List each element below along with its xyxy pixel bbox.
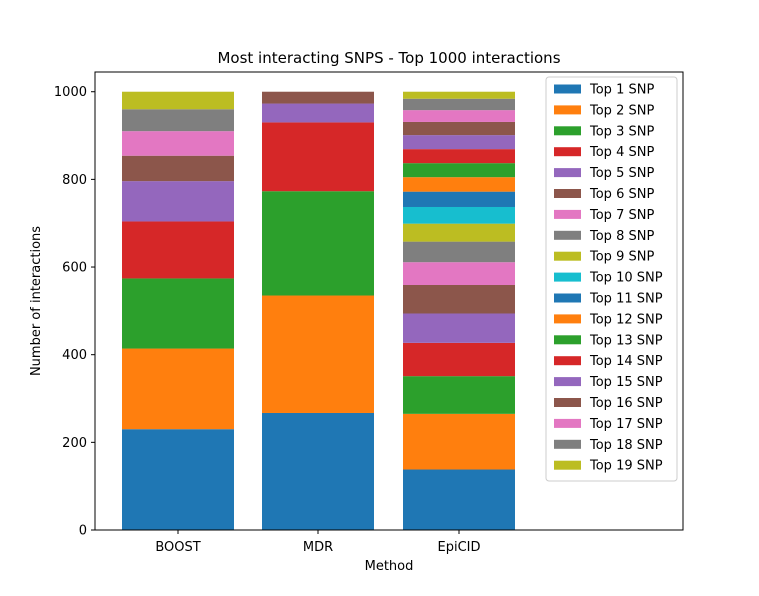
bar-segment-boost-top-8-snp xyxy=(122,109,234,132)
legend-swatch-top-10-snp xyxy=(554,272,581,282)
bar-segment-epicid-top-16-snp xyxy=(403,121,515,136)
legend-label-top-9-snp: Top 9 SNP xyxy=(589,250,654,265)
legend-label-top-7-snp: Top 7 SNP xyxy=(589,208,654,223)
bar-segment-epicid-top-12-snp xyxy=(403,177,515,192)
y-tick-label: 600 xyxy=(62,261,87,276)
bar-segment-mdr-top-4-snp xyxy=(262,122,374,192)
legend-label-top-1-snp: Top 1 SNP xyxy=(589,83,654,98)
legend-label-top-19-snp: Top 19 SNP xyxy=(589,459,663,474)
legend-swatch-top-9-snp xyxy=(554,251,581,261)
y-axis: 0 200 400 600 800 1000 xyxy=(54,85,95,539)
legend-label-top-4-snp: Top 4 SNP xyxy=(589,145,654,160)
legend-swatch-top-3-snp xyxy=(554,126,581,136)
bar-segment-epicid-top-14-snp xyxy=(403,149,515,164)
legend-swatch-top-16-snp xyxy=(554,398,581,407)
bar-stack-group xyxy=(122,91,515,530)
legend-swatch-top-14-snp xyxy=(554,356,581,366)
y-tick-label: 0 xyxy=(79,524,87,539)
legend-label-top-11-snp: Top 11 SNP xyxy=(589,292,663,307)
legend-label-top-12-snp: Top 12 SNP xyxy=(589,312,663,327)
legend-label-top-14-snp: Top 14 SNP xyxy=(589,354,663,369)
x-axis-label: Method xyxy=(365,559,414,574)
bar-segment-epicid-top-8-snp xyxy=(403,241,515,263)
legend-swatch-top-5-snp xyxy=(554,168,581,178)
bar-segment-mdr-top-2-snp xyxy=(262,295,374,413)
legend-swatch-top-6-snp xyxy=(554,189,581,198)
legend-label-top-13-snp: Top 13 SNP xyxy=(589,333,663,348)
bar-segment-epicid-top-15-snp xyxy=(403,135,515,150)
legend-swatch-top-11-snp xyxy=(554,293,581,303)
bar-segment-boost-top-6-snp xyxy=(122,155,234,182)
bar-segment-epicid-top-18-snp xyxy=(403,98,515,111)
y-tick-label: 1000 xyxy=(54,85,87,100)
y-axis-label: Number of interactions xyxy=(29,226,44,376)
legend-label-top-15-snp: Top 15 SNP xyxy=(589,375,663,390)
bar-segment-boost-top-9-snp xyxy=(122,91,234,110)
bar-segment-epicid-top-11-snp xyxy=(403,191,515,207)
legend-swatch-top-8-snp xyxy=(554,230,581,240)
legend-label-top-16-snp: Top 16 SNP xyxy=(589,396,663,411)
bar-segment-epicid-top-9-snp xyxy=(403,223,515,242)
y-tick-label: 800 xyxy=(62,173,87,188)
legend-swatch-top-15-snp xyxy=(554,377,581,387)
legend: Top 1 SNP Top 2 SNP Top 3 SNP Top 4 SNP Top … xyxy=(545,76,678,482)
legend-label-top-2-snp: Top 2 SNP xyxy=(589,103,654,118)
bar-segment-epicid-top-19-snp xyxy=(403,91,515,99)
bar-segment-boost-top-3-snp xyxy=(122,278,234,349)
plot-area-frame xyxy=(94,71,684,531)
bar-segment-mdr-top-5-snp xyxy=(262,103,374,123)
bar-segment-epicid-top-6-snp xyxy=(403,285,515,314)
legend-label-top-6-snp: Top 6 SNP xyxy=(589,187,654,202)
legend-swatch-top-18-snp xyxy=(554,439,581,449)
legend-label-top-5-snp: Top 5 SNP xyxy=(589,166,654,181)
bar-segment-epicid-top-4-snp xyxy=(403,342,515,377)
x-tick-label-epicid: EpiCID xyxy=(438,540,481,555)
legend-swatch-top-1-snp xyxy=(554,84,581,94)
bar-segment-mdr-top-3-snp xyxy=(262,191,374,296)
bar-segment-boost-top-1-snp xyxy=(122,429,234,530)
legend-label-top-18-snp: Top 18 SNP xyxy=(589,438,663,453)
legend-label-top-3-snp: Top 3 SNP xyxy=(589,124,654,139)
bar-segment-epicid-top-3-snp xyxy=(403,376,515,414)
legend-label-top-10-snp: Top 10 SNP xyxy=(589,271,663,286)
legend-swatch-top-17-snp xyxy=(554,418,581,428)
bar-segment-epicid-top-5-snp xyxy=(403,313,515,343)
bar-segment-mdr-top-1-snp xyxy=(262,412,374,530)
x-axis: BOOST MDR EpiCID xyxy=(155,530,481,555)
legend-label-top-8-snp: Top 8 SNP xyxy=(589,229,654,244)
bar-segment-epicid-top-2-snp xyxy=(403,413,515,470)
bar-segment-epicid-top-7-snp xyxy=(403,262,515,286)
bar-segment-boost-top-4-snp xyxy=(122,221,234,279)
chart-title: Most interacting SNPS - Top 1000 interac… xyxy=(217,49,560,67)
legend-label-top-17-snp: Top 17 SNP xyxy=(589,417,663,432)
bar-segment-epicid-top-13-snp xyxy=(403,163,515,178)
legend-swatch-top-13-snp xyxy=(554,335,581,345)
x-tick-label-mdr: MDR xyxy=(303,540,333,555)
legend-swatch-top-12-snp xyxy=(554,314,581,324)
y-tick-label: 400 xyxy=(62,348,87,363)
y-tick-label: 200 xyxy=(62,436,87,451)
bar-segment-boost-top-5-snp xyxy=(122,181,234,222)
legend-swatch-top-2-snp xyxy=(554,105,581,115)
bar-segment-boost-top-2-snp xyxy=(122,348,234,430)
bar-segment-mdr-top-6-snp xyxy=(262,91,374,104)
bar-segment-epicid-top-17-snp xyxy=(403,110,515,122)
bar-segment-epicid-top-1-snp xyxy=(403,469,515,530)
x-tick-label-boost: BOOST xyxy=(155,540,200,555)
bar-segment-boost-top-7-snp xyxy=(122,131,234,156)
legend-swatch-top-7-snp xyxy=(554,209,581,219)
bar-segment-epicid-top-10-snp xyxy=(403,206,515,224)
legend-swatch-top-19-snp xyxy=(554,460,581,470)
legend-swatch-top-4-snp xyxy=(554,147,581,157)
